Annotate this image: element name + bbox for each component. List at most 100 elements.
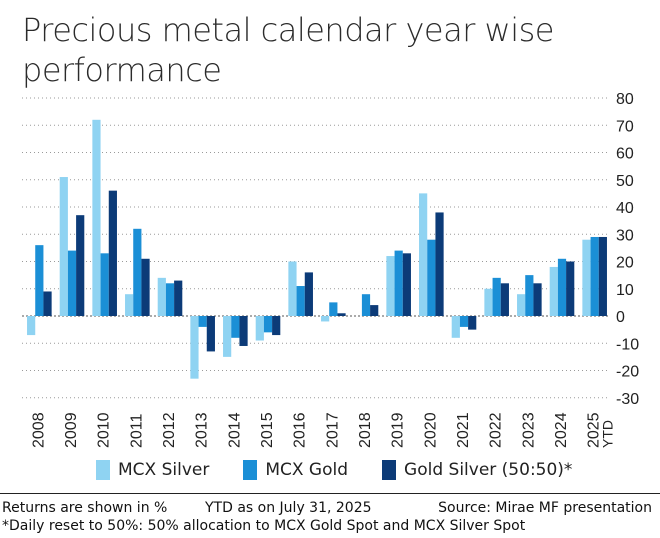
x-tick-label: 2012 (161, 412, 178, 448)
y-tick-label: -10 (616, 336, 639, 353)
legend-label-silver: MCX Silver (118, 460, 210, 480)
legend-swatch-gold-silver (382, 460, 397, 480)
bar-mcx-gold-2014 (231, 316, 240, 338)
y-tick-label: -30 (616, 391, 639, 408)
x-tick-label: 2011 (128, 413, 145, 448)
y-tick-label: 40 (616, 200, 634, 217)
y-tick-labels: 80 70 60 50 40 30 20 10 0 -10 -20 -30 (616, 91, 639, 408)
x-tick-label: 2018 (357, 412, 374, 448)
bar-gold-silver-50-50--2019 (402, 253, 411, 316)
y-tick-label: 20 (616, 255, 634, 272)
x-tick-label: 2016 (292, 412, 309, 448)
bar-mcx-silver-2019 (386, 256, 395, 316)
x-tick-label: 2025 (586, 412, 603, 448)
bar-mcx-silver-2024 (549, 266, 558, 316)
x-tick-label: 2020 (422, 412, 439, 448)
bar-gold-silver-50-50--2024 (566, 261, 575, 316)
bar-mcx-silver-2013 (190, 316, 199, 379)
bar-gold-silver-50-50--2012 (174, 280, 183, 316)
x-tick-label: 2019 (390, 412, 407, 448)
y-tick-label: 60 (616, 146, 634, 163)
bar-gold-silver-50-50--2020 (435, 212, 444, 316)
bars (27, 119, 607, 379)
bar-mcx-gold-2016 (296, 286, 305, 316)
y-tick-label: 30 (616, 227, 634, 244)
bar-mcx-gold-2017 (329, 302, 338, 316)
bar-mcx-gold-2019 (394, 250, 403, 316)
bar-mcx-gold-2023 (525, 275, 534, 316)
bar-gold-silver-50-50--2017 (337, 313, 346, 316)
footer-divider (0, 493, 660, 494)
y-tick-label: -20 (616, 364, 639, 381)
bar-mcx-silver-2016 (288, 261, 297, 316)
legend-swatch-silver (96, 460, 110, 480)
bar-mcx-gold-2008 (35, 245, 44, 316)
x-tick-label: 2015 (259, 412, 276, 448)
legend-label-gold-silver: Gold Silver (50:50)* (404, 460, 573, 480)
bar-mcx-gold-2015 (263, 316, 273, 333)
bar-gold-silver-50-50--2011 (141, 258, 150, 316)
bar-gold-silver-50-50--2023 (533, 283, 542, 316)
bar-mcx-silver-2020 (419, 193, 428, 316)
bar-mcx-silver-2011 (125, 294, 134, 316)
bar-gold-silver-50-50--2009 (76, 215, 85, 316)
bar-gold-silver-50-50--2021 (468, 316, 477, 330)
bar-gold-silver-50-50--2022 (500, 283, 509, 316)
y-tick-label: 70 (616, 118, 634, 135)
bar-mcx-silver-2014 (223, 316, 232, 357)
bar-mcx-gold-2022 (492, 277, 501, 316)
legend-item-gold-silver: Gold Silver (50:50)* (382, 460, 572, 480)
x-tick-labels: 2008 2009 2010 2011 2012 2013 2014 2015 2016 2017… (30, 412, 615, 448)
bar-gold-silver-50-50--2010 (108, 190, 117, 316)
bar-mcx-gold-2010 (100, 253, 109, 316)
bar-gold-silver-50-50--2008 (43, 291, 52, 316)
x-tick-label: 2008 (30, 412, 47, 448)
x-tick-label: 2017 (324, 412, 341, 448)
bar-mcx-gold-2020 (427, 239, 436, 316)
y-tick-label: 0 (616, 309, 625, 326)
legend-item-silver: MCX Silver (96, 460, 209, 480)
x-tick-label: 2024 (553, 412, 570, 448)
bar-mcx-silver-2008 (27, 316, 36, 336)
bar-gold-silver-50-50--2018 (370, 305, 379, 316)
bar-mcx-gold-2012 (165, 283, 175, 316)
x-tick-label: 2022 (488, 412, 505, 448)
bar-mcx-silver-2012 (157, 277, 166, 316)
bar-mcx-gold-2025 (590, 236, 599, 316)
y-tick-label: 80 (616, 91, 634, 108)
bar-mcx-silver-2021 (451, 316, 460, 338)
legend-item-gold: MCX Gold (243, 460, 348, 480)
bar-mcx-silver-2015 (255, 316, 264, 341)
x-tick-label: 2021 (455, 412, 472, 448)
bar-mcx-silver-2023 (517, 294, 526, 316)
y-tick-label: 50 (616, 173, 634, 190)
legend: MCX Silver MCX Gold Gold Silver (50:50)* (96, 458, 606, 482)
returns-note: Returns are shown in % (2, 500, 168, 516)
bar-mcx-gold-2011 (133, 228, 142, 316)
x-tick-label: 2023 (520, 412, 537, 448)
bar-gold-silver-50-50--2013 (206, 316, 215, 352)
bar-gold-silver-50-50--2016 (304, 272, 313, 316)
bar-mcx-silver-2009 (59, 177, 68, 316)
bar-mcx-gold-2021 (459, 316, 469, 327)
daily-reset-note: *Daily reset to 50%: 50% allocation to M… (2, 518, 526, 534)
bar-mcx-silver-2017 (321, 316, 330, 322)
bar-gold-silver-50-50--2015 (272, 316, 281, 336)
legend-swatch-gold (243, 460, 258, 480)
bar-mcx-silver-2022 (484, 288, 493, 316)
legend-label-gold: MCX Gold (265, 460, 349, 480)
bar-gold-silver-50-50--2014 (239, 316, 248, 346)
ytd-note: YTD as on July 31, 2025 (205, 500, 372, 516)
source-note: Source: Mirae MF presentation (438, 500, 652, 516)
bar-mcx-gold-2024 (557, 258, 567, 316)
bar-mcx-gold-2009 (67, 250, 77, 316)
bar-mcx-silver-2010 (92, 119, 101, 316)
x-tick-label: 2014 (226, 412, 243, 448)
bar-mcx-silver-2025 (582, 239, 591, 316)
x-tick-label: 2009 (63, 412, 80, 448)
x-tick-label: 2013 (194, 412, 211, 448)
x-tick-label: 2010 (96, 412, 113, 448)
bar-mcx-gold-2018 (361, 294, 371, 316)
y-tick-label: 10 (616, 282, 634, 299)
